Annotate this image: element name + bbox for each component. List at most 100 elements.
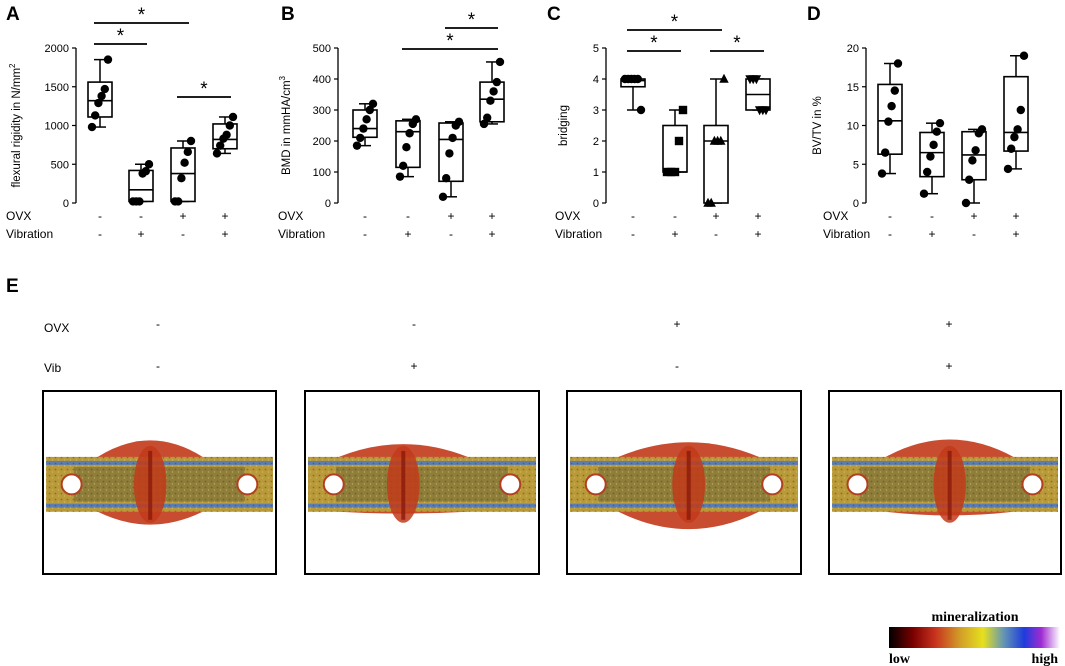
- y-axis-label: BMD in mmHA/cm3: [278, 75, 293, 175]
- condition-label-0: OVX: [278, 209, 303, 223]
- data-point: [674, 136, 684, 146]
- legend-title: mineralization: [931, 610, 1018, 625]
- data-point: [356, 133, 365, 143]
- box-group-3: [961, 125, 987, 208]
- condition-sign: -: [363, 209, 367, 223]
- data-point: [486, 96, 495, 105]
- col2-ovx-sign: -: [412, 317, 416, 331]
- col3-vib-sign: -: [675, 359, 679, 373]
- box-group-2: [128, 160, 154, 206]
- box-group-4: [1003, 51, 1029, 174]
- y-tick-label: 0: [593, 198, 599, 210]
- col1-vib-sign: -: [156, 359, 160, 373]
- data-point: [180, 158, 189, 167]
- col1-ovx-sign: -: [156, 317, 160, 331]
- col3-ovx-sign: +: [673, 317, 680, 331]
- y-tick-label: 10: [847, 121, 859, 133]
- box-group-1: [620, 74, 646, 115]
- data-point: [141, 167, 150, 176]
- y-axis-label: BV/TV in %: [812, 96, 824, 155]
- screw-hole-left: [584, 473, 607, 496]
- y-tick-label: 20: [847, 43, 859, 55]
- y-tick-label: 1500: [45, 82, 69, 94]
- data-point: [1019, 51, 1029, 60]
- row-label-ovx: OVX: [44, 321, 69, 335]
- box-group-1: [352, 99, 378, 150]
- box-group-3: [438, 117, 464, 201]
- data-point: [402, 143, 411, 152]
- condition-label-0: OVX: [555, 209, 580, 223]
- box-group-1: [87, 55, 113, 132]
- data-point: [633, 74, 642, 84]
- data-point: [719, 73, 729, 83]
- chart-panel-c: 0 1 2 3 4 5 bridging OVX - - + + Vibration - + - + * * *: [555, 12, 771, 241]
- data-point: [636, 105, 646, 115]
- data-point: [932, 127, 941, 136]
- data-point: [971, 146, 980, 155]
- condition-sign: +: [179, 209, 186, 223]
- significance-star: *: [446, 31, 454, 52]
- condition-sign: -: [930, 209, 934, 223]
- data-point: [368, 99, 378, 109]
- condition-sign: +: [221, 227, 228, 241]
- chart-panel-a: 0 500 1000 1500 2000 flexural rigidity in N/m…: [6, 5, 238, 241]
- data-point: [1013, 125, 1022, 134]
- box: [438, 122, 464, 183]
- condition-sign: -: [631, 209, 635, 223]
- legend-low-label: low: [889, 652, 911, 666]
- screw-hole-left: [60, 473, 83, 496]
- data-point: [670, 167, 680, 177]
- data-point: [144, 160, 154, 169]
- data-point: [1003, 164, 1013, 174]
- box-group-2: [919, 118, 945, 198]
- data-point: [483, 113, 492, 122]
- condition-sign: +: [1012, 227, 1019, 241]
- y-tick-label: 1000: [45, 121, 69, 133]
- data-point: [405, 129, 414, 138]
- condition-sign: +: [447, 209, 454, 223]
- panel-letter-b: B: [281, 4, 295, 25]
- condition-sign: +: [970, 209, 977, 223]
- mineralization-legend: mineralization low high: [889, 610, 1060, 666]
- condition-sign: -: [673, 209, 677, 223]
- y-tick-label: 5: [593, 43, 599, 55]
- condition-sign: -: [888, 227, 892, 241]
- box-group-2: [395, 115, 421, 181]
- data-point: [352, 141, 362, 150]
- y-tick-label: 2000: [45, 43, 69, 55]
- box-group-1: [877, 59, 903, 178]
- data-point: [91, 111, 100, 120]
- y-tick-label: 3: [593, 105, 599, 117]
- condition-sign: +: [488, 227, 495, 241]
- bone-texture: [308, 456, 536, 512]
- significance-star: *: [468, 10, 476, 31]
- significance-star: *: [200, 79, 208, 100]
- data-point: [359, 124, 368, 133]
- screw-hole-left: [846, 473, 869, 496]
- condition-sign: -: [631, 227, 635, 241]
- y-tick-label: 100: [313, 167, 331, 179]
- significance-star: *: [650, 33, 658, 54]
- significance-star: *: [138, 5, 146, 26]
- y-axis-label-text: flexural rigidity in N/mm: [11, 68, 23, 188]
- y-tick-label: 15: [847, 82, 859, 94]
- y-tick-label: 400: [313, 74, 331, 86]
- data-point: [1016, 105, 1025, 115]
- legend-colorbar: [889, 627, 1060, 648]
- bone-image-4: [828, 390, 1062, 575]
- condition-sign: +: [754, 227, 761, 241]
- y-axis-label-superscript: 2: [8, 63, 17, 68]
- data-point: [228, 112, 238, 122]
- data-point: [961, 198, 971, 208]
- row-label-vib: Vib: [44, 361, 61, 375]
- screw-hole-right: [1021, 473, 1044, 496]
- data-point: [926, 152, 935, 161]
- y-axis-label-text: BV/TV in %: [812, 96, 824, 155]
- box-group-3: [170, 136, 196, 206]
- condition-label-1: Vibration: [278, 227, 325, 241]
- significance-star: *: [671, 12, 679, 33]
- y-tick-label: 1: [593, 167, 599, 179]
- data-point: [887, 101, 896, 111]
- box-group-4: [479, 57, 505, 129]
